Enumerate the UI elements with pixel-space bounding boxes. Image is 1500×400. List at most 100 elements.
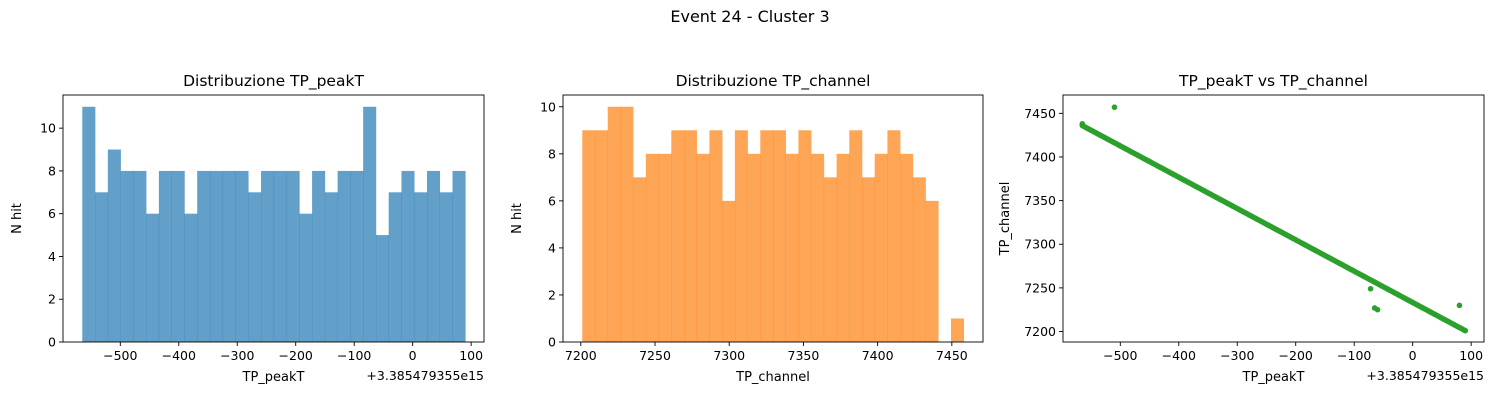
subplot-title: TP_peakT vs TP_channel	[1178, 72, 1368, 91]
histogram-bar	[261, 170, 275, 342]
histogram-bar	[299, 213, 313, 342]
x-tick-label: 7400	[862, 348, 894, 363]
y-tick-label: 7300	[1024, 237, 1056, 252]
histogram-bar	[607, 106, 621, 342]
x-offset-label: +3.385479355e15	[366, 368, 484, 383]
histogram-bar	[350, 170, 364, 342]
histogram-bar	[645, 153, 659, 342]
histogram-bar	[375, 235, 389, 342]
histogram-bar	[684, 130, 698, 342]
x-tick-label: −200	[279, 348, 313, 363]
histogram-bar	[120, 170, 134, 342]
histogram-bar	[722, 200, 736, 342]
x-tick-label: 7450	[936, 348, 968, 363]
histogram-bar	[811, 153, 825, 342]
histogram-bar	[414, 192, 428, 342]
subplot-2: 7200 7250 7300 7350 7400 7450 0 2 4 6 8 10 Distribuz…	[510, 72, 984, 385]
histogram-bar	[760, 130, 774, 342]
y-tick-label: 4	[548, 240, 556, 255]
x-tick-label: 100	[459, 348, 483, 363]
histogram-bar	[620, 106, 634, 342]
x-offset-label: +3.385479355e15	[1366, 368, 1484, 383]
y-tick-label: 7450	[1024, 106, 1056, 121]
histogram-bar	[363, 106, 377, 342]
y-axis-label: N hit	[510, 203, 525, 234]
x-tick-label: −400	[1162, 348, 1196, 363]
histogram-bar	[439, 192, 453, 342]
histogram-bar	[209, 170, 224, 342]
y-tick-label: 4	[48, 249, 56, 264]
histogram-bar	[248, 192, 262, 342]
histogram-bar	[133, 170, 147, 342]
x-tick-label: 0	[409, 348, 417, 363]
histogram-bar	[452, 170, 466, 342]
histogram-bar	[582, 130, 596, 342]
scatter-point	[1456, 302, 1463, 309]
x-axis-label: TP_peakT	[242, 370, 305, 385]
histogram-bar	[887, 130, 901, 342]
y-tick-label: 7200	[1024, 324, 1056, 339]
x-tick-label: 7350	[788, 348, 820, 363]
y-tick-label: 8	[548, 146, 556, 161]
histogram-bar	[912, 177, 926, 342]
x-axis-label: TP_channel	[735, 370, 810, 385]
x-tick-label: 7300	[713, 348, 745, 363]
histogram-bar	[747, 153, 761, 342]
subplot-1: −500 −400 −300 −200 −100 0 100 0 2 4 6 8 10 Distribuz…	[10, 72, 485, 385]
scatter-point	[1462, 327, 1469, 334]
x-tick-label: −100	[337, 348, 371, 363]
histogram-bar	[709, 130, 723, 342]
histogram-bar	[401, 170, 415, 342]
histogram-bar	[900, 153, 914, 342]
histogram-bar	[146, 213, 160, 342]
y-axis-label: N hit	[10, 203, 25, 234]
y-tick-label: 8	[48, 163, 56, 178]
histogram-bar	[773, 130, 787, 342]
x-tick-label: −200	[1279, 348, 1313, 363]
histogram-bar	[595, 130, 609, 342]
y-axis-label: TP_channel	[998, 182, 1013, 257]
x-tick-label: 100	[1459, 348, 1483, 363]
histogram-bar	[861, 177, 876, 342]
histogram-bar	[171, 170, 185, 342]
histogram-bar	[388, 192, 402, 342]
axes-frame	[62, 94, 485, 343]
y-tick-label: 0	[48, 335, 56, 350]
y-tick-label: 6	[48, 206, 56, 221]
histogram-bar	[658, 153, 672, 342]
histogram-bar	[849, 130, 863, 342]
histogram-bar	[286, 170, 300, 342]
histogram-bar	[785, 153, 799, 342]
histogram-bar	[337, 170, 351, 342]
histogram-bar	[235, 170, 249, 342]
subplot-title: Distribuzione TP_channel	[676, 72, 871, 91]
x-tick-label: −500	[103, 348, 137, 363]
y-tick-label: 10	[40, 121, 56, 136]
x-tick-label: 7200	[565, 348, 597, 363]
histogram-bar	[222, 170, 236, 342]
subplots: −500 −400 −300 −200 −100 0 100 0 2 4 6 8 10 Distribuz…	[10, 72, 1485, 385]
figure-suptitle: Event 24 - Cluster 3	[670, 7, 829, 26]
x-tick-label: −300	[220, 348, 254, 363]
histogram-bar	[633, 177, 647, 342]
histogram-bar	[950, 318, 965, 342]
histogram-bar	[671, 130, 685, 342]
histogram-bar	[426, 170, 441, 342]
x-tick-label: −100	[1337, 348, 1371, 363]
y-tick-label: 2	[48, 292, 56, 307]
histogram-bar	[95, 192, 109, 342]
y-tick-label: 2	[548, 287, 556, 302]
x-axis-label: TP_peakT	[1242, 370, 1305, 385]
y-tick-label: 7400	[1024, 149, 1056, 164]
histogram-bar	[273, 170, 287, 342]
histogram-bar	[324, 192, 338, 342]
subplot-3: −500 −400 −300 −200 −100 0 100 7200 7250 7300 7350…	[998, 72, 1485, 385]
x-tick-label: −500	[1103, 348, 1137, 363]
scatter-point	[1367, 285, 1374, 292]
histogram-bar	[197, 170, 211, 342]
histogram-bar	[107, 149, 121, 342]
x-tick-label: 7250	[639, 348, 671, 363]
histogram-bar	[836, 153, 850, 342]
y-tick-label: 0	[548, 335, 556, 350]
